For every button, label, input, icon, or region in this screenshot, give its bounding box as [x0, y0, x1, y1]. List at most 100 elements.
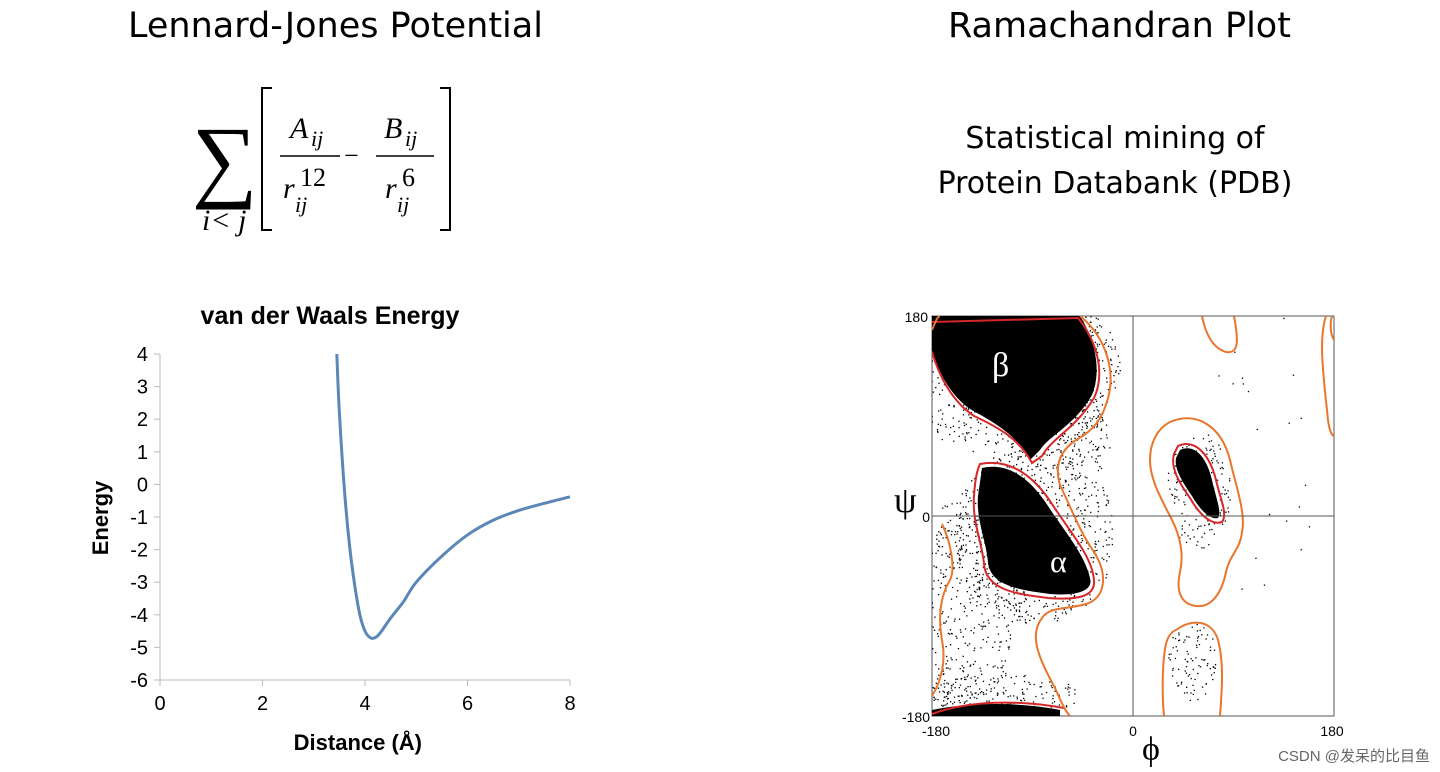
rama-point [975, 531, 977, 533]
rama-point [984, 625, 987, 627]
rama-point [1216, 479, 1219, 481]
rama-point [946, 660, 949, 662]
rama-point [937, 377, 939, 379]
rama-point [953, 405, 955, 407]
rama-point [1209, 646, 1212, 648]
rama-point [1187, 535, 1189, 537]
rama-point [1209, 449, 1211, 452]
rama-point [964, 701, 966, 703]
rama-point [937, 635, 939, 637]
rama-point [959, 563, 961, 565]
rama-point [932, 588, 934, 590]
rama-point [1007, 454, 1010, 456]
rama-point [981, 537, 983, 539]
rama-point [1212, 666, 1214, 668]
rama-point [932, 415, 933, 418]
rama-point [1088, 524, 1090, 527]
rama-point [940, 526, 943, 528]
rama-point [965, 678, 967, 681]
vdw-y-tick-label: 1 [137, 442, 148, 464]
rama-point [935, 651, 937, 654]
rama-point [1033, 683, 1035, 686]
rama-point [974, 477, 976, 480]
rama-point [1034, 307, 1035, 308]
rama-point [926, 579, 927, 580]
rama-point [1081, 439, 1083, 441]
rama-point [1176, 481, 1179, 483]
left-handed-helix-region [1175, 448, 1220, 519]
rama-point [1060, 450, 1062, 452]
vdw-y-tick-label: -6 [130, 670, 148, 692]
beta-bottom-core-contour [932, 701, 1065, 715]
rama-point [1208, 440, 1210, 443]
rama-point [1099, 455, 1101, 457]
rama-point [968, 586, 971, 588]
rama-point [902, 369, 903, 370]
rama-point [1113, 381, 1115, 383]
rama-point [1092, 561, 1094, 563]
rama-point [1298, 506, 1301, 508]
rama-point [943, 686, 946, 688]
rama-point [929, 704, 930, 705]
rama-point [1084, 483, 1086, 485]
rama-point [922, 379, 923, 380]
rama-point [946, 695, 948, 698]
rama-point [1105, 434, 1108, 436]
rama-point [1081, 421, 1084, 424]
rama-point [930, 569, 931, 570]
rama-point [975, 575, 978, 577]
rama-point [940, 572, 942, 574]
rama-point [1175, 646, 1177, 648]
rama-point [1021, 616, 1023, 618]
rama-point [942, 705, 944, 707]
rama-point [1057, 617, 1059, 619]
rama-point [1061, 495, 1063, 497]
rama-point [926, 340, 927, 341]
rama-point [1097, 416, 1099, 418]
rama-point [1224, 489, 1226, 491]
rama-point [1210, 440, 1213, 442]
rama-point [1015, 675, 1017, 678]
rama-point [963, 611, 966, 613]
rama-point [911, 385, 912, 386]
rama-point [1059, 478, 1061, 480]
rama-point [1182, 447, 1184, 449]
rama-point [1095, 481, 1097, 484]
rama-point [932, 421, 933, 423]
rama-point [1219, 448, 1221, 450]
rama-point [1095, 572, 1097, 575]
rama-point [1087, 505, 1089, 507]
rama-point [1050, 685, 1052, 687]
rama-point [972, 450, 974, 453]
rama-point [1063, 608, 1065, 611]
beta-region [932, 316, 1097, 460]
rama-point [949, 692, 951, 694]
rama-point [1097, 510, 1099, 513]
rama-point [938, 629, 940, 631]
rama-point [927, 694, 928, 695]
rama-point [1070, 607, 1072, 609]
rama-point [945, 426, 947, 428]
rama-point [1082, 409, 1084, 411]
rama-point [947, 667, 949, 669]
rama-point [1214, 664, 1217, 666]
rama-point [952, 683, 954, 685]
rama-point [913, 386, 914, 387]
rama-point [974, 647, 976, 649]
rama-point [965, 489, 967, 491]
rama-point [956, 502, 958, 504]
rama-point [1016, 300, 1017, 301]
rama-point [1038, 613, 1040, 615]
rama-point [969, 526, 971, 528]
rama-point [1201, 536, 1203, 538]
rama-point [1056, 449, 1058, 451]
rama-point [1078, 535, 1080, 537]
rama-point [958, 420, 960, 422]
rama-point [982, 639, 984, 641]
rama-point [965, 511, 967, 514]
rama-point [1096, 423, 1099, 425]
rama-point [1168, 657, 1170, 659]
rama-point [969, 598, 971, 600]
rama-point [1018, 450, 1021, 452]
